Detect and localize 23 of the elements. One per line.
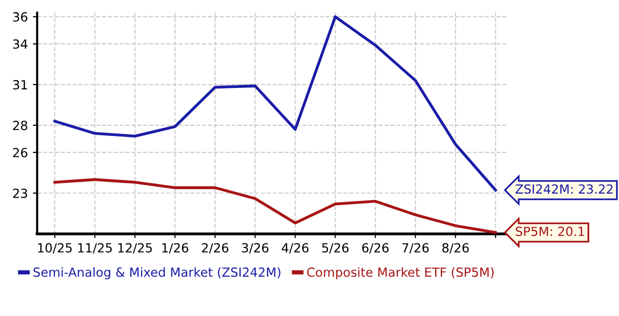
text: SP5M: 20.1 (516, 226, 584, 236)
x-tick-label: 5/26 (322, 243, 349, 254)
line-series (53, 178, 497, 234)
x-tick-label: 11/25 (78, 243, 112, 254)
x-tick-label: 8/26 (442, 243, 469, 254)
y-tick-label: 31 (13, 80, 27, 90)
x-tick-label: 1/26 (162, 243, 188, 254)
y-tick-label: 28 (13, 120, 28, 130)
y-tick-label: 36 (13, 12, 28, 22)
legend-label: Semi-Analog & Mixed Market (ZSI242M) (33, 267, 280, 280)
x-tick-label: 7/26 (402, 243, 429, 254)
text: ZSI242M: 23.22 (516, 184, 613, 194)
x-tick-label: 12/25 (118, 243, 152, 254)
legend-label: Composite Market ETF (SP5M) (307, 267, 494, 280)
y-tick-label: 23 (13, 188, 28, 198)
x-tick-label: 2/26 (202, 243, 228, 254)
x-tick-label: 4/26 (282, 243, 308, 254)
y-tick-label: 34 (13, 39, 28, 49)
y-tick-label: 26 (13, 148, 28, 158)
x-tick-label: 6/26 (362, 243, 389, 254)
x-tick-label: 3/26 (242, 243, 268, 254)
line-series (53, 15, 497, 192)
x-tick-label: 10/25 (38, 243, 72, 254)
